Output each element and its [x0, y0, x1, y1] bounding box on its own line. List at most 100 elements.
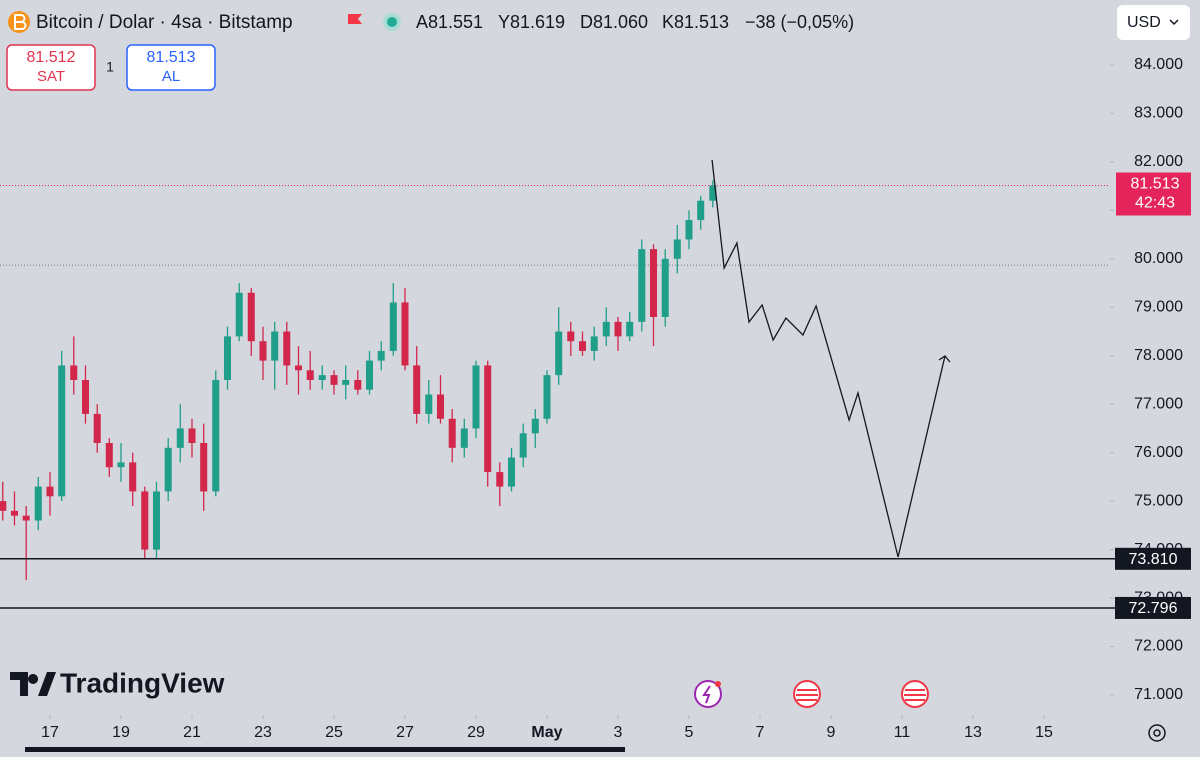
- candle-body: [294, 365, 303, 371]
- y-tick-label: 75.000: [1134, 492, 1183, 509]
- sell-price: 81.512: [27, 49, 76, 66]
- sell-label: SAT: [37, 68, 65, 85]
- x-tick-label: 13: [964, 724, 982, 741]
- candle-body: [673, 239, 681, 259]
- status-icon: [387, 17, 397, 27]
- buy-label: AL: [162, 68, 180, 85]
- candle-body: [164, 447, 172, 492]
- arrow-head: [938, 355, 951, 363]
- candle-body: [93, 413, 101, 443]
- y-tick-label: 84.000: [1134, 56, 1183, 73]
- settings-icon: [1153, 729, 1161, 737]
- sell-button[interactable]: [6, 44, 96, 91]
- y-tick-label: 80.000: [1134, 250, 1183, 267]
- candle-body: [283, 331, 291, 366]
- level-label: 73.810: [1129, 551, 1178, 568]
- candle-body: [436, 394, 445, 419]
- y-tick-label: 82.000: [1134, 153, 1183, 170]
- level-label: 72.796: [1129, 600, 1178, 617]
- plot: [0, 159, 1110, 581]
- candle-body: [22, 515, 30, 521]
- last-price-label: 81.513: [1131, 176, 1180, 193]
- candle-body: [555, 331, 563, 376]
- x-tick-label: 21: [183, 724, 201, 741]
- candle-body: [519, 433, 527, 458]
- candle-body: [578, 341, 587, 351]
- y-tick-label: 76.000: [1134, 444, 1183, 461]
- currency-button[interactable]: [1117, 5, 1190, 40]
- x-tick-label: 9: [827, 724, 836, 741]
- candle-body: [259, 341, 267, 361]
- candle-body: [697, 200, 705, 221]
- candle-body: [602, 321, 610, 337]
- event-icon: [904, 689, 926, 701]
- x-tick-label: 29: [467, 724, 485, 741]
- candle-body: [649, 249, 658, 317]
- candle-body: [389, 302, 397, 351]
- candle-body: [318, 375, 326, 380]
- header: Bitcoin / Dolar · 4sa · Bitstamp A81.551…: [6, 5, 1190, 91]
- currency: USD: [1127, 14, 1161, 31]
- coin-icon: [14, 14, 27, 30]
- x-tick-label: 5: [685, 724, 694, 741]
- candle-body: [212, 379, 220, 492]
- candle-body: [306, 370, 314, 380]
- event-icon: [796, 689, 818, 701]
- event-icon: [715, 681, 721, 687]
- candle-body: [507, 457, 516, 487]
- buy-button[interactable]: [126, 44, 216, 91]
- candle-body: [638, 249, 646, 322]
- y-tick-label: 71.000: [1134, 686, 1183, 703]
- x-tick-label: May: [531, 724, 562, 741]
- x-tick-label: 17: [41, 724, 59, 741]
- candle-body: [247, 292, 255, 342]
- candle-body: [129, 462, 137, 492]
- candle-body: [472, 365, 480, 429]
- ohlc-low: D81.060: [580, 12, 648, 32]
- last-price-box: [1116, 172, 1191, 216]
- projection-drawing: [711, 159, 946, 558]
- chevron: [1169, 19, 1179, 26]
- settings-icon[interactable]: [1148, 724, 1166, 742]
- candle-body: [152, 491, 161, 550]
- ohlc-high: Y81.619: [498, 12, 565, 32]
- ohlc-close: K81.513: [662, 12, 729, 32]
- candle-body: [176, 428, 184, 448]
- x-tick-label: 25: [325, 724, 343, 741]
- candle-body: [661, 258, 669, 317]
- candle-body: [496, 472, 504, 487]
- candle-body: [200, 442, 208, 492]
- brand: TradingView: [10, 667, 225, 698]
- x-tick-label: 7: [756, 724, 765, 741]
- candle-body: [543, 375, 551, 419]
- candle-body: [70, 365, 78, 380]
- candle-body: [413, 365, 421, 414]
- x-tick-label: 11: [894, 724, 911, 741]
- y-tick-label: 77.000: [1134, 395, 1183, 412]
- y-tick-label: 78.000: [1134, 347, 1183, 364]
- quantity: 1: [106, 59, 114, 75]
- flag-icon: [348, 14, 362, 24]
- symbol-title: Bitcoin / Dolar · 4sa · Bitstamp: [36, 12, 293, 33]
- x-tick-label: 19: [112, 724, 130, 741]
- candle-body: [105, 442, 113, 468]
- candle-body: [342, 379, 350, 385]
- candle-body: [590, 336, 598, 351]
- candle-body: [354, 379, 362, 390]
- x-tick-label: 15: [1035, 724, 1053, 741]
- candle-body: [531, 418, 539, 434]
- candle-body: [46, 486, 54, 497]
- candle-body: [365, 360, 374, 390]
- candle-body: [271, 331, 279, 361]
- candle-body: [330, 375, 338, 385]
- x-tick-label: 27: [396, 724, 414, 741]
- candle-body: [81, 379, 90, 414]
- candle-body: [448, 418, 456, 448]
- brand-logo: [10, 672, 56, 696]
- candle-body: [425, 394, 433, 414]
- candle-body: [223, 336, 232, 380]
- candle-body: [377, 350, 385, 361]
- candle-body: [188, 428, 196, 443]
- brand-name: TradingView: [60, 667, 225, 698]
